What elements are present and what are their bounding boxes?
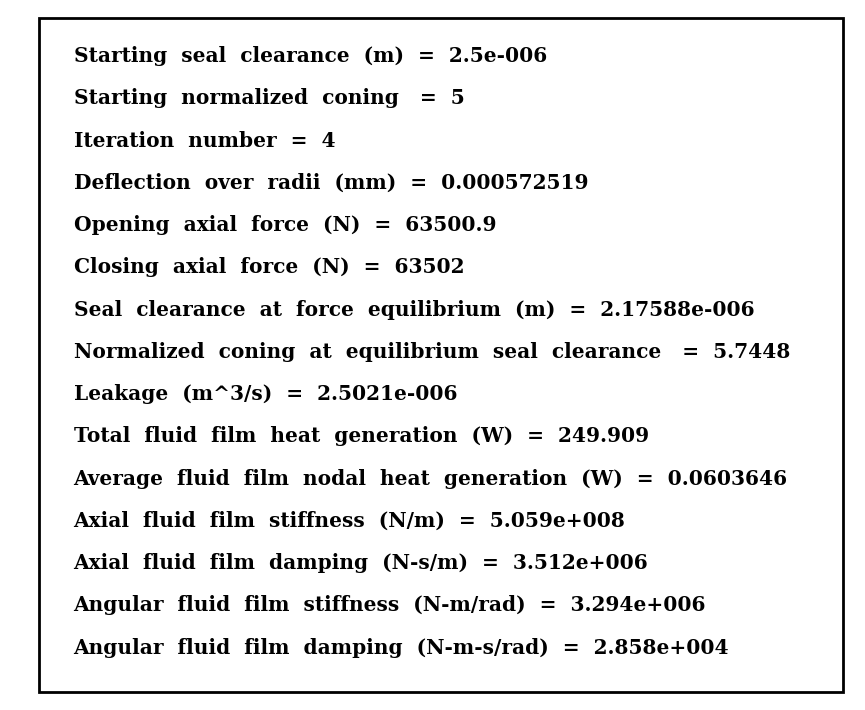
Text: Axial  fluid  film  damping  (N-s/m)  =  3.512e+006: Axial fluid film damping (N-s/m) = 3.512…	[74, 553, 648, 573]
Text: Axial  fluid  film  stiffness  (N/m)  =  5.059e+008: Axial fluid film stiffness (N/m) = 5.059…	[74, 510, 625, 531]
Text: Total  fluid  film  heat  generation  (W)  =  249.909: Total fluid film heat generation (W) = 2…	[74, 426, 649, 447]
Text: Closing  axial  force  (N)  =  63502: Closing axial force (N) = 63502	[74, 257, 464, 278]
Text: Opening  axial  force  (N)  =  63500.9: Opening axial force (N) = 63500.9	[74, 215, 496, 235]
Text: Angular  fluid  film  damping  (N-m-s/rad)  =  2.858e+004: Angular fluid film damping (N-m-s/rad) =…	[74, 638, 729, 657]
Text: Average  fluid  film  nodal  heat  generation  (W)  =  0.0603646: Average fluid film nodal heat generation…	[74, 469, 788, 488]
Text: Angular  fluid  film  stiffness  (N-m/rad)  =  3.294e+006: Angular fluid film stiffness (N-m/rad) =…	[74, 595, 706, 616]
Text: Starting  normalized  coning   =  5: Starting normalized coning = 5	[74, 88, 465, 109]
Text: Iteration  number  =  4: Iteration number = 4	[74, 131, 335, 151]
Text: Leakage  (m^3/s)  =  2.5021e-006: Leakage (m^3/s) = 2.5021e-006	[74, 384, 457, 404]
Text: Starting  seal  clearance  (m)  =  2.5e-006: Starting seal clearance (m) = 2.5e-006	[74, 46, 547, 66]
Text: Seal  clearance  at  force  equilibrium  (m)  =  2.17588e-006: Seal clearance at force equilibrium (m) …	[74, 300, 754, 320]
Text: Deflection  over  radii  (mm)  =  0.000572519: Deflection over radii (mm) = 0.000572519	[74, 173, 588, 193]
Text: Normalized  coning  at  equilibrium  seal  clearance   =  5.7448: Normalized coning at equilibrium seal cl…	[74, 342, 790, 362]
